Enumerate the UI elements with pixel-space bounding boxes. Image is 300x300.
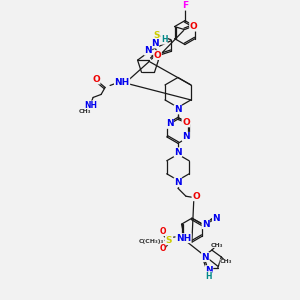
- Text: CH₃: CH₃: [220, 260, 232, 265]
- Text: N: N: [174, 178, 182, 187]
- Text: O: O: [190, 22, 197, 31]
- Text: S: S: [154, 31, 160, 40]
- Text: NH: NH: [85, 101, 98, 110]
- Text: N: N: [205, 266, 213, 275]
- Text: O: O: [159, 244, 166, 253]
- Text: S: S: [165, 236, 172, 244]
- Text: CH₃: CH₃: [211, 243, 223, 248]
- Text: N: N: [182, 132, 190, 141]
- Text: N: N: [174, 148, 182, 157]
- Text: C(CH₃)₃: C(CH₃)₃: [139, 238, 164, 244]
- Text: N: N: [212, 214, 220, 223]
- Text: NH: NH: [114, 78, 130, 87]
- Text: N: N: [166, 119, 173, 128]
- Text: O: O: [92, 75, 100, 84]
- Text: N: N: [174, 105, 182, 114]
- Text: H: H: [161, 35, 167, 44]
- Text: CH₃: CH₃: [79, 109, 92, 114]
- Text: F: F: [182, 1, 188, 10]
- Text: O: O: [159, 226, 166, 236]
- Text: N: N: [144, 46, 152, 55]
- Text: O: O: [154, 51, 161, 60]
- Text: N: N: [151, 39, 159, 48]
- Text: O: O: [182, 118, 190, 127]
- Text: NH: NH: [176, 234, 191, 243]
- Text: H: H: [206, 272, 212, 280]
- Text: O: O: [192, 192, 200, 201]
- Text: N: N: [202, 253, 209, 262]
- Text: N: N: [202, 220, 210, 229]
